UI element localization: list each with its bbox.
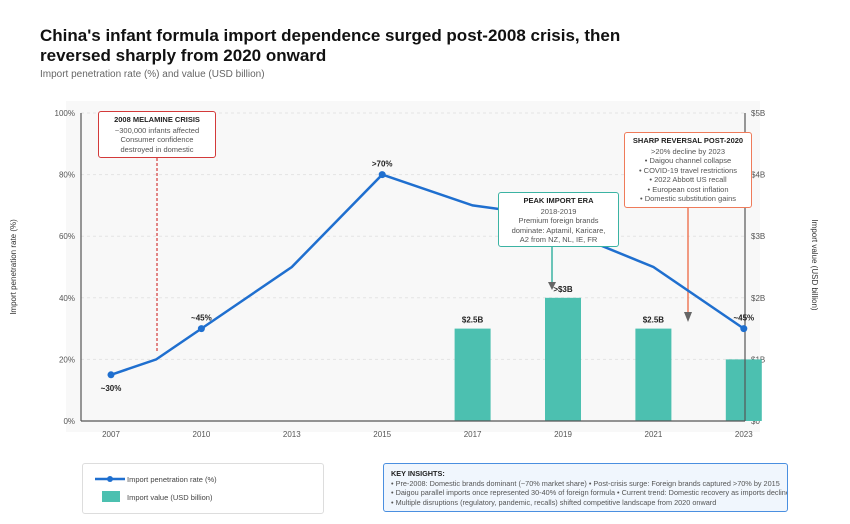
legend-line-label: Import penetration rate (%) [127,475,217,484]
peak-arrow-icon [548,282,556,290]
annotation-line: • Domestic substitution gains [639,194,736,203]
line-point [197,325,205,333]
line-point [740,325,748,333]
bar-label: >$3B [553,285,573,294]
line-point [107,371,115,379]
x-tick-label: 2010 [193,430,211,439]
annotation-line: Consumer confidence [120,135,194,144]
x-tick-label: 2015 [373,430,391,439]
bar-label: $2.5B [462,316,484,325]
annotation-line: >20% decline by 2023 [650,146,725,156]
x-tick-label: 2007 [102,430,120,439]
y-left-tick-label: 80% [59,171,75,180]
key-insights-box: KEY INSIGHTS: • Pre-2008: Domestic brand… [383,463,788,512]
melamine-crisis-annotation: 2008 MELAMINE CRISIS ~300,000 infants aff… [98,111,216,158]
y-left-tick-label: 100% [55,109,75,118]
reversal-arrow-icon [684,312,692,322]
x-tick-label: 2019 [554,430,572,439]
line-point-label: ~45% [733,314,754,323]
annotation-line: • Daigou channel collapse [644,156,732,165]
annotation-line: A2 from NZ, NL, IE, FR [519,235,598,244]
insight-line: • Daigou parallel imports once represent… [391,488,788,497]
x-tick-label: 2013 [283,430,301,439]
annotation-title: PEAK IMPORT ERA [523,196,594,205]
y-right-tick-label: $2B [751,294,765,303]
line-point-label: >70% [372,160,393,169]
bar [545,297,581,421]
annotation-line: Premium foreign brands [518,216,599,225]
y-right-tick-label: $0 [751,417,760,426]
annotation-line: ~300,000 infants affected [114,125,200,135]
y-left-tick-label: 60% [59,232,75,241]
legend: Import penetration rate (%) Import value… [82,463,324,514]
line-point [378,171,386,179]
y-left-axis-label: Import penetration rate (%) [9,219,18,315]
x-tick-label: 2021 [645,430,663,439]
insight-line: • Multiple disruptions (regulatory, pand… [391,497,717,507]
bar [725,359,762,421]
insights-title: KEY INSIGHTS: [391,469,445,478]
line-point-label: ~30% [101,384,122,393]
y-left-tick-label: 0% [63,417,75,426]
x-tick-label: 2023 [735,430,753,439]
insight-line: • Pre-2008: Domestic brands dominant (~7… [391,478,780,488]
annotation-title: 2008 MELAMINE CRISIS [114,115,200,124]
peak-import-annotation: PEAK IMPORT ERA 2018-2019 Premium foreign … [498,192,619,247]
sharp-reversal-annotation: SHARP REVERSAL POST-2020 >20% decline by … [624,132,752,208]
y-right-tick-label: $4B [751,171,765,180]
annotation-line: • 2022 Abbott US recall [649,175,727,184]
y-right-axis-label: Import value (USD billion) [810,219,819,310]
annotation-line: destroyed in domestic [120,144,194,154]
chart-title: China's infant formula import dependence… [40,26,621,65]
chart-subtitle: Import penetration rate (%) and value (U… [40,69,265,80]
x-tick-label: 2017 [464,430,482,439]
line-point-label: ~45% [191,314,212,323]
annotation-line: • European cost inflation [647,184,729,194]
annotation-title: SHARP REVERSAL POST-2020 [632,136,744,145]
y-left-tick-label: 40% [59,294,75,303]
bar [454,328,491,421]
annotation-line: dominate: Aptamil, Karicare, [511,225,606,235]
bar-label: $2.5B [643,316,665,325]
legend-bar-label: Import value (USD billion) [127,493,213,502]
y-right-tick-label: $5B [751,109,765,118]
legend-bar-icon [102,491,120,502]
y-right-tick-label: $3B [751,232,765,241]
annotation-line: • COVID-19 travel restrictions [638,165,738,175]
bar [635,328,672,421]
annotation-line: 2018-2019 [540,206,577,216]
y-left-tick-label: 20% [59,355,75,364]
